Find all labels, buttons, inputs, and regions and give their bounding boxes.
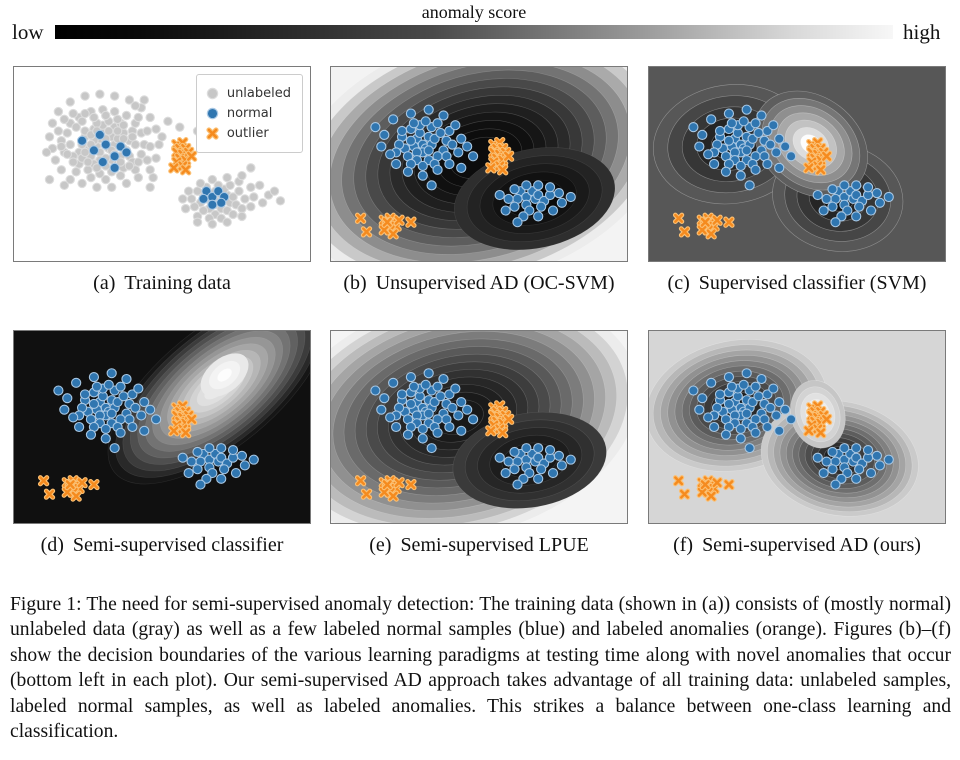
plot-c [648, 66, 946, 262]
legend-label: normal [226, 106, 273, 121]
subcaption-text: Semi-supervised classifier [72, 534, 284, 556]
legend-item-outlier: outlier [205, 126, 291, 141]
subcaption-label: (b) [343, 272, 367, 294]
subcaption-b: (b) Unsupervised AD (OC-SVM) [330, 272, 628, 295]
unlabeled-marker-icon [205, 86, 220, 101]
subcaption-a: (a) Training data [13, 272, 311, 295]
subcaption-label: (d) [40, 534, 64, 556]
panel-d: (d) Semi-supervised classifier [13, 330, 311, 557]
plot-b [330, 66, 628, 262]
subcaption-label: (f) [673, 534, 694, 556]
legend-item-unlabeled: unlabeled [205, 86, 291, 101]
figure-caption: Figure 1: The need for semi-supervised a… [10, 594, 951, 743]
subcaption-label: (a) [93, 272, 116, 294]
colorbar-gradient [55, 25, 893, 39]
subcaption-d: (d) Semi-supervised classifier [13, 534, 311, 557]
panel-a: unlabeled normal outlier (a) Training dat… [13, 66, 311, 295]
subcaption-e: (e) Semi-supervised LPUE [330, 534, 628, 557]
scatter-plot-b [331, 67, 627, 261]
plot-f [648, 330, 946, 524]
plot-legend: unlabeled normal outlier [195, 74, 303, 153]
legend-item-normal: normal [205, 106, 291, 121]
subcaption-text: Supervised classifier (SVM) [698, 272, 927, 294]
plot-d [13, 330, 311, 524]
scatter-plot-e [331, 331, 627, 523]
panel-b: (b) Unsupervised AD (OC-SVM) [330, 66, 628, 295]
subcaption-c: (c) Supervised classifier (SVM) [648, 272, 946, 295]
panel-c: (c) Supervised classifier (SVM) [648, 66, 946, 295]
subcaption-text: Semi-supervised LPUE [400, 534, 589, 556]
scatter-plot-c [649, 67, 945, 261]
subcaption-f: (f) Semi-supervised AD (ours) [648, 534, 946, 557]
colorbar-high-label: high [903, 20, 941, 44]
scatter-plot-f [649, 331, 945, 523]
subcaption-text: Training data [124, 272, 231, 294]
scatter-plot-d [14, 331, 310, 523]
normal-marker-icon [205, 106, 220, 121]
legend-label: outlier [226, 126, 269, 141]
panel-f: (f) Semi-supervised AD (ours) [648, 330, 946, 557]
legend-label: unlabeled [226, 86, 291, 101]
colorbar-title: anomaly score [421, 2, 527, 22]
panel-e: (e) Semi-supervised LPUE [330, 330, 628, 557]
subcaption-label: (e) [369, 534, 392, 556]
subcaption-label: (c) [667, 272, 690, 294]
plot-e [330, 330, 628, 524]
colorbar-low-label: low [12, 20, 44, 44]
outlier-marker-icon [205, 126, 220, 141]
plot-a: unlabeled normal outlier [13, 66, 311, 262]
subcaption-text: Unsupervised AD (OC-SVM) [375, 272, 615, 294]
subcaption-text: Semi-supervised AD (ours) [702, 534, 921, 556]
